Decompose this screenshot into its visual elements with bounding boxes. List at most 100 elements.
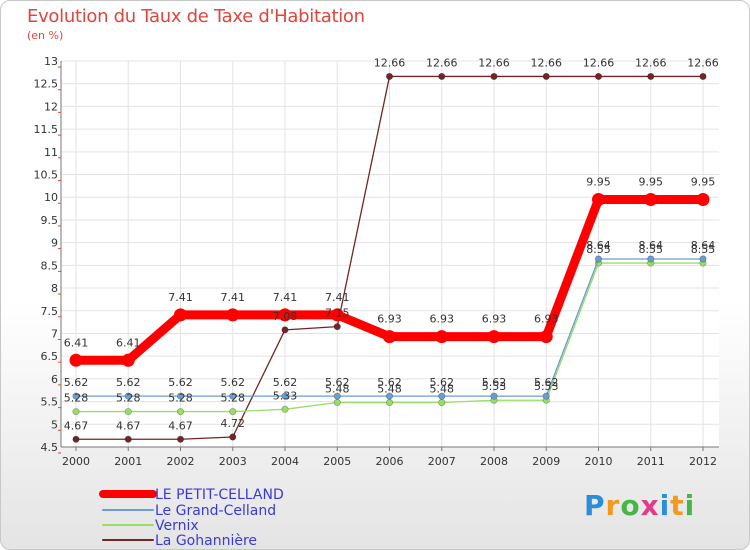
data-point [438, 398, 446, 406]
y-tick-label: 9 [51, 237, 58, 250]
data-point [435, 330, 449, 344]
data-label: 5.62 [273, 376, 298, 389]
y-tick-label: 4.5 [41, 441, 59, 454]
data-point [696, 193, 710, 207]
data-point [594, 255, 602, 263]
data-point [490, 72, 498, 80]
data-label: 5.48 [377, 382, 402, 395]
data-point [330, 308, 344, 322]
data-point [226, 308, 240, 322]
data-point [592, 193, 605, 207]
data-point [490, 392, 498, 400]
data-point [594, 72, 602, 80]
data-label: 8.64 [586, 239, 611, 252]
logo-letter: o [620, 489, 641, 522]
data-point [124, 408, 132, 416]
data-point [333, 392, 341, 400]
y-tick-label: 9.5 [41, 214, 59, 227]
x-tick-label: 2006 [376, 455, 404, 468]
data-point [438, 392, 446, 400]
data-label: 5.62 [482, 376, 507, 389]
data-point [121, 353, 135, 367]
data-point [333, 398, 341, 406]
x-tick-label: 2001 [114, 455, 142, 468]
legend-label: Vernix [155, 518, 199, 534]
logo-letter: i [684, 489, 696, 522]
data-label: 9.95 [691, 176, 716, 189]
y-tick-label: 13 [44, 55, 58, 68]
data-point [385, 72, 393, 80]
data-point [72, 392, 80, 400]
data-point [124, 392, 132, 400]
data-label: 9.95 [586, 176, 611, 189]
data-label: 12.66 [374, 56, 406, 69]
legend-label: La Gohannière [155, 533, 257, 549]
data-point [281, 405, 289, 413]
data-label: 9.95 [639, 176, 664, 189]
chart-title: Evolution du Taux de Taxe d'Habitation [27, 6, 365, 27]
data-point [72, 408, 80, 416]
data-label: 5.28 [168, 392, 193, 405]
data-point [177, 408, 185, 416]
data-label: 7.41 [325, 291, 350, 304]
data-label: 4.67 [116, 419, 141, 432]
data-label: 7.41 [168, 291, 193, 304]
data-point [177, 392, 185, 400]
data-point [542, 72, 550, 80]
y-tick-label: 8 [51, 282, 58, 295]
y-tick-label: 7.5 [41, 305, 59, 318]
data-label: 12.66 [426, 56, 458, 69]
legend-label: LE PETIT-CELLAND [155, 487, 284, 503]
data-label: 5.62 [430, 376, 455, 389]
proxiti-logo: Proxiti [584, 489, 695, 522]
data-label: 5.53 [482, 380, 507, 393]
data-point [281, 326, 289, 334]
logo-letter: x [640, 489, 660, 522]
data-point [699, 72, 707, 80]
data-label: 5.62 [377, 376, 402, 389]
data-label: 12.66 [478, 56, 510, 69]
data-point [124, 435, 132, 443]
x-tick-label: 2007 [428, 455, 456, 468]
x-tick-label: 2000 [62, 455, 90, 468]
data-label: 5.62 [221, 376, 246, 389]
x-tick-label: 2011 [637, 455, 665, 468]
data-point [72, 435, 80, 443]
data-point [644, 193, 658, 207]
data-label: 5.62 [168, 376, 193, 389]
x-tick-label: 2005 [323, 455, 351, 468]
data-point [278, 308, 292, 322]
y-tick-label: 12 [44, 100, 58, 113]
data-point [699, 255, 707, 263]
x-tick-label: 2004 [271, 455, 299, 468]
data-point [229, 408, 237, 416]
data-label: 4.72 [221, 417, 246, 430]
data-label: 12.66 [583, 56, 615, 69]
logo-letter: t [670, 489, 685, 522]
y-tick-label: 12.5 [34, 78, 59, 91]
data-point [487, 330, 501, 344]
x-tick-label: 2009 [532, 455, 560, 468]
y-tick-label: 11 [44, 146, 58, 159]
y-tick-label: 7 [51, 327, 58, 340]
data-label: 7.15 [325, 307, 350, 320]
data-point [177, 435, 185, 443]
x-tick-label: 2002 [167, 455, 195, 468]
data-label: 4.67 [64, 419, 89, 432]
data-label: 7.41 [221, 291, 246, 304]
data-point [229, 433, 237, 441]
data-label: 8.55 [639, 243, 664, 256]
data-label: 12.66 [635, 56, 667, 69]
data-point [438, 72, 446, 80]
chart-unit: (en %) [27, 29, 64, 42]
data-label: 5.62 [64, 376, 89, 389]
data-point [542, 392, 550, 400]
y-tick-label: 10 [44, 191, 58, 204]
x-tick-label: 2012 [689, 455, 717, 468]
data-label: 5.28 [116, 392, 141, 405]
data-point [385, 398, 393, 406]
y-tick-label: 10.5 [34, 169, 59, 182]
data-point [385, 392, 393, 400]
data-label: 6.93 [430, 313, 455, 326]
